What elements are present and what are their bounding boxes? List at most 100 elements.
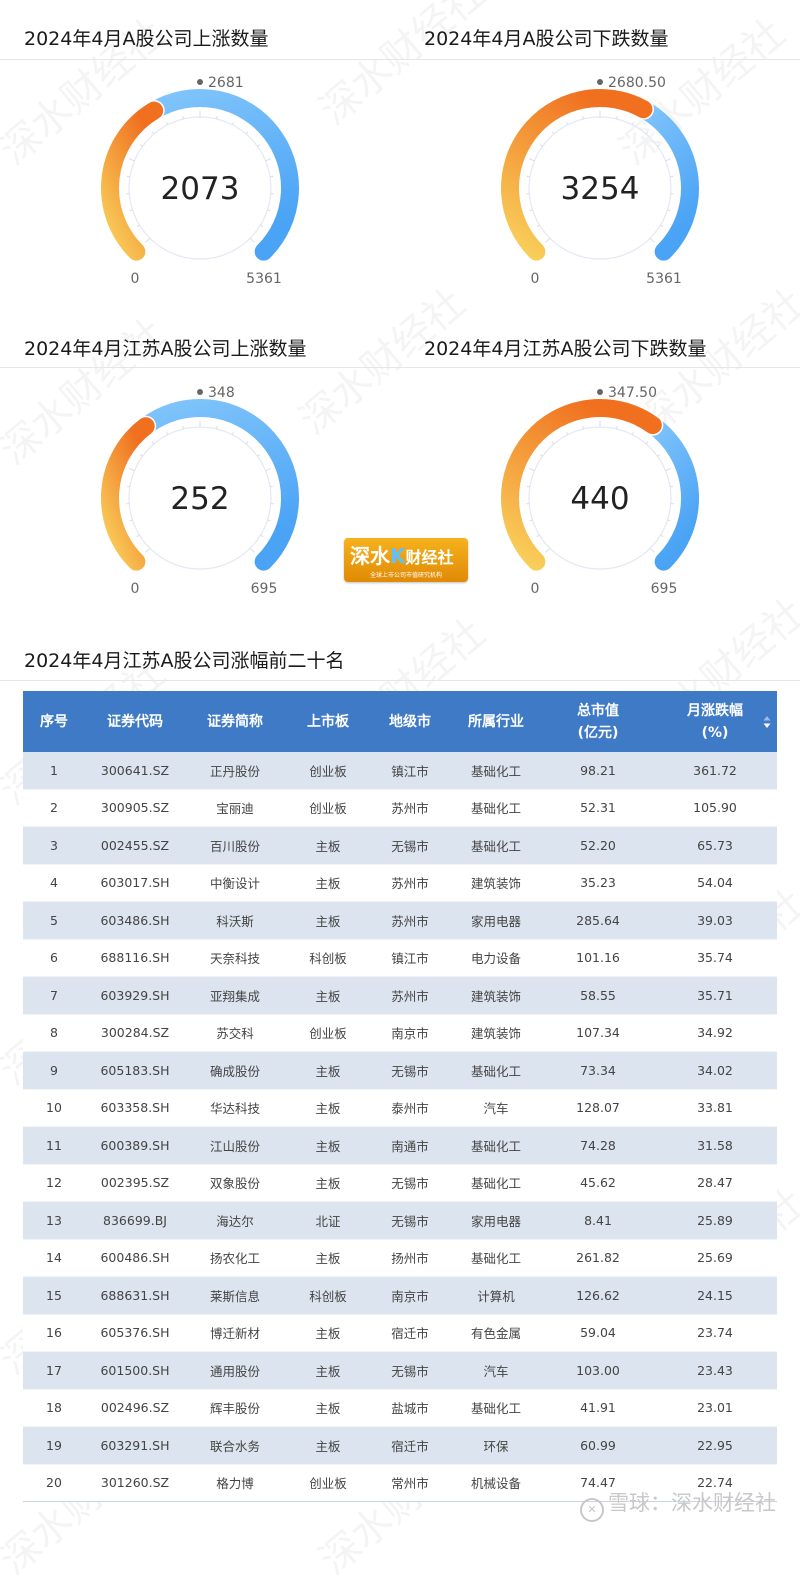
gauge-tick: [217, 426, 218, 429]
gauge-tick: [137, 535, 140, 537]
cell-monthly-change: 105.90: [653, 789, 777, 827]
cell-name: 百川股份: [185, 827, 285, 865]
cell-code: 688116.SH: [85, 939, 185, 977]
cell-monthly-change: 34.02: [653, 1052, 777, 1090]
gauge-tick: [183, 426, 184, 429]
gauge-tick: [529, 469, 535, 471]
cell-industry: 汽车: [449, 1089, 543, 1127]
cell-board: 主板: [285, 1089, 371, 1127]
gauge-tick: [250, 548, 254, 552]
cell-market-cap: 261.82: [543, 1239, 653, 1277]
cell-city: 泰州市: [371, 1089, 449, 1127]
cell-market-cap: 8.41: [543, 1202, 653, 1240]
cell-code: 603486.SH: [85, 902, 185, 940]
gauge-tick: [617, 426, 618, 429]
cell-board: 主板: [285, 902, 371, 940]
cell-city: 苏州市: [371, 789, 449, 827]
gauge-tick: [166, 122, 167, 125]
cell-code: 002455.SZ: [85, 827, 185, 865]
column-header-rank: 序号: [23, 691, 85, 752]
cell-code: 605183.SH: [85, 1052, 185, 1090]
sort-icon[interactable]: [763, 715, 771, 729]
gauge-tick: [246, 442, 248, 444]
cell-board: 创业板: [285, 752, 371, 789]
cell-code: 002496.SZ: [85, 1389, 185, 1427]
gauge-tick: [552, 132, 554, 134]
gauge-tick: [261, 535, 264, 537]
gauge-tick: [232, 432, 233, 435]
cell-rank: 15: [23, 1277, 85, 1315]
cell-rank: 16: [23, 1314, 85, 1352]
gauge-tick: [246, 132, 248, 134]
gauge-tick: [130, 210, 133, 211]
cell-name: 中衡设计: [185, 864, 285, 902]
cell-rank: 11: [23, 1127, 85, 1165]
cell-rank: 17: [23, 1352, 85, 1390]
divider: [0, 680, 800, 681]
gauge-min-label: 0: [531, 581, 540, 597]
cell-board: 创业板: [285, 1464, 371, 1502]
cell-city: 扬州市: [371, 1239, 449, 1277]
cell-name: 博迁新材: [185, 1314, 285, 1352]
cell-monthly-change: 65.73: [653, 827, 777, 865]
cell-city: 无锡市: [371, 827, 449, 865]
cell-rank: 2: [23, 789, 85, 827]
gauge-mid-label: 2681: [208, 75, 244, 91]
brand-logo: 深水K财经社 全球上市公司市值研究机构: [344, 538, 468, 582]
gauge-tick: [530, 210, 533, 211]
gauge-tick: [266, 469, 272, 471]
cell-rank: 12: [23, 1164, 85, 1202]
cell-monthly-change: 23.43: [653, 1352, 777, 1390]
cell-name: 正丹股份: [185, 752, 285, 789]
cell-name: 江山股份: [185, 1127, 285, 1165]
cell-code: 603929.SH: [85, 977, 185, 1015]
cell-rank: 13: [23, 1202, 85, 1240]
cell-city: 无锡市: [371, 1202, 449, 1240]
cell-rank: 5: [23, 902, 85, 940]
divider: [400, 367, 800, 368]
cell-code: 601500.SH: [85, 1352, 185, 1390]
cell-market-cap: 41.91: [543, 1389, 653, 1427]
gauge-value-label: 2073: [161, 171, 240, 207]
cell-market-cap: 52.31: [543, 789, 653, 827]
cell-market-cap: 126.62: [543, 1277, 653, 1315]
cell-market-cap: 35.23: [543, 864, 653, 902]
divider: [400, 59, 800, 60]
cell-rank: 20: [23, 1464, 85, 1502]
column-header-monthly-change[interactable]: 月涨跌幅(%): [653, 691, 777, 752]
cell-city: 镇江市: [371, 752, 449, 789]
gauge-tick: [666, 159, 672, 161]
cell-name: 莱斯信息: [185, 1277, 285, 1315]
cell-rank: 8: [23, 1014, 85, 1052]
cell-rank: 14: [23, 1239, 85, 1277]
cell-industry: 建筑装饰: [449, 977, 543, 1015]
cell-name: 辉丰股份: [185, 1389, 285, 1427]
cell-board: 主板: [285, 1352, 371, 1390]
cell-industry: 基础化工: [449, 1052, 543, 1090]
gauge-tick: [146, 238, 150, 242]
cell-board: 主板: [285, 1427, 371, 1465]
gauge-tick: [566, 432, 567, 435]
gauge-mid-label: 347.50: [608, 385, 657, 401]
cell-industry: 有色金属: [449, 1314, 543, 1352]
cell-rank: 7: [23, 977, 85, 1015]
cell-market-cap: 73.34: [543, 1052, 653, 1090]
cell-monthly-change: 24.15: [653, 1277, 777, 1315]
gauge-tick: [646, 132, 648, 134]
gauge-tick: [657, 455, 659, 457]
cell-name: 海达尔: [185, 1202, 285, 1240]
gauge-max-label: 695: [651, 581, 678, 597]
cell-name: 天奈科技: [185, 939, 285, 977]
gauge-tick: [661, 535, 664, 537]
